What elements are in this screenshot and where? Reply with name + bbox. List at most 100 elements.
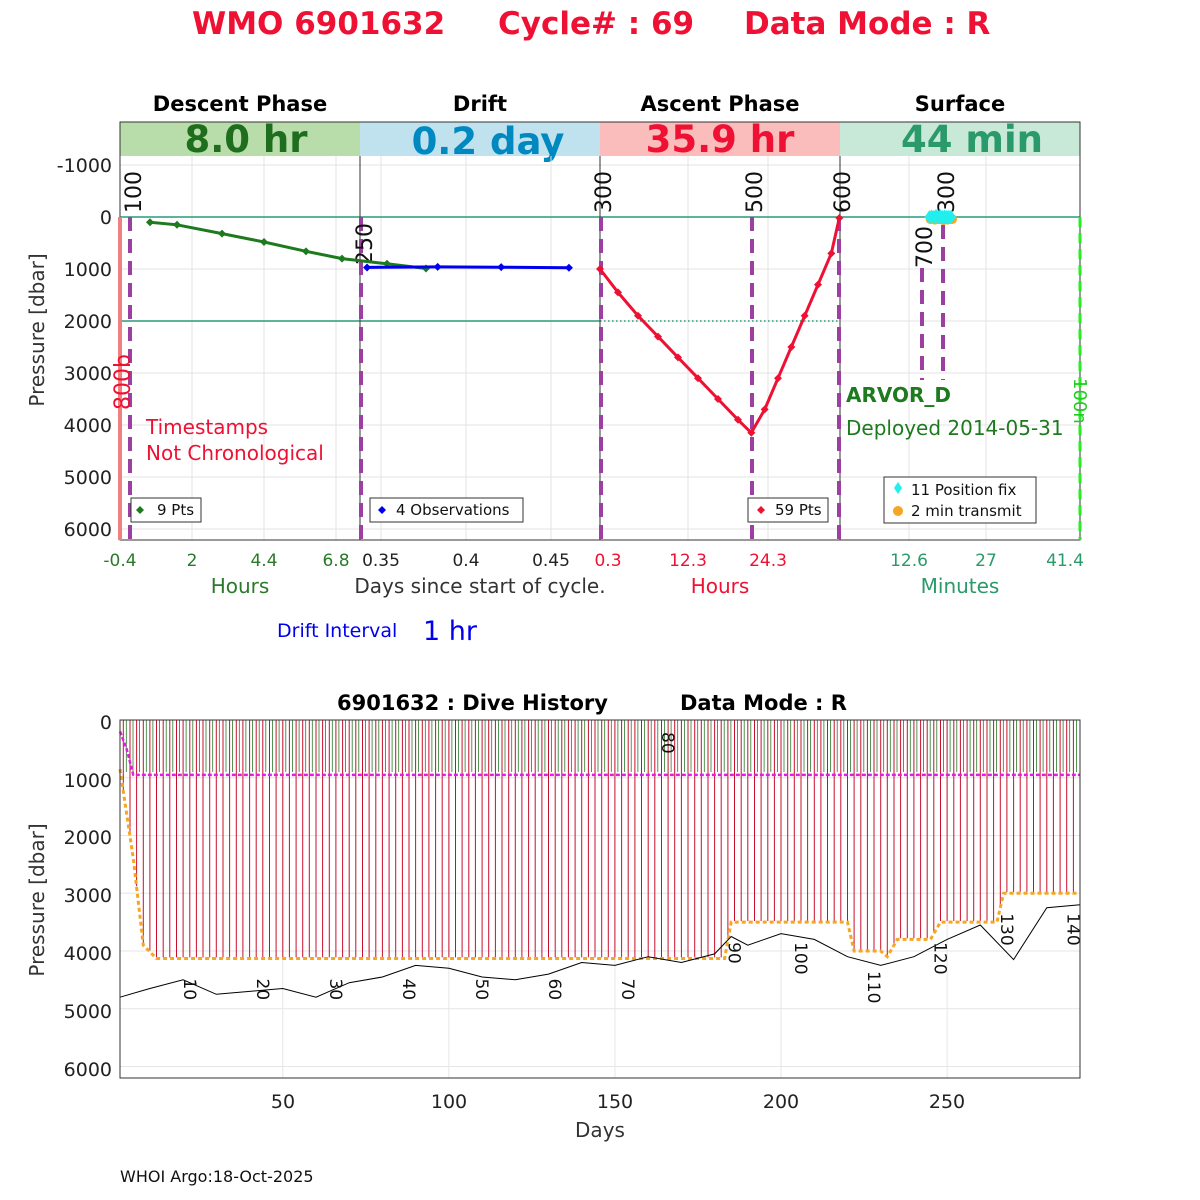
ascent-point	[760, 405, 769, 414]
descent-point	[146, 218, 154, 227]
ascent-point	[714, 395, 722, 403]
top-y-axis-label: Pressure [dbar]	[25, 253, 49, 406]
legend-ascent-text: 59 Pts	[775, 501, 822, 519]
xtick-label: 0.45	[532, 551, 570, 571]
legend-drift-text: 4 Observations	[396, 501, 510, 519]
phase-headers: Descent Phase Drift Ascent Phase Surface	[153, 92, 1005, 116]
xtick-label: 27	[975, 551, 997, 571]
bottom-title-mode: Data Mode : R	[680, 691, 847, 715]
ytick-label: 6000	[64, 1059, 112, 1081]
top-x-axis-labels: Hours Days since start of cycle. Hours M…	[211, 574, 1000, 598]
xtick-label: 0.3	[594, 551, 621, 571]
cycle-label: 40	[398, 978, 418, 1000]
xtick-label: 2	[187, 551, 198, 571]
cycle-label: 50	[471, 978, 491, 1000]
cycle-label: 90	[724, 942, 744, 964]
duration-surface: 44 min	[901, 118, 1043, 161]
cycle-label: 80	[657, 732, 677, 754]
cycle-lines	[122, 720, 1077, 958]
duration-bands: 8.0 hr 0.2 day 35.9 hr 44 min	[120, 118, 1080, 163]
band-surface	[840, 122, 1080, 156]
drift-line	[367, 265, 569, 270]
legend-marker	[136, 506, 144, 514]
legend-marker	[894, 482, 902, 494]
ytick-label: 2000	[64, 311, 112, 333]
legends: 9 Pts 4 Observations 59 Pts 11 Position …	[130, 476, 1037, 524]
ytick-label: 1000	[64, 770, 112, 792]
cycle-label: 60	[544, 978, 564, 1000]
annotations: Timestamps Not Chronological ARVOR_D Dep…	[145, 383, 1064, 465]
cycle-label: 110	[863, 971, 883, 1003]
deploy-date: Deployed 2014-05-31	[846, 416, 1064, 440]
xlabel-drift: Days since start of cycle.	[354, 574, 605, 598]
descent-point	[173, 220, 181, 229]
legend-descent: 9 Pts	[130, 497, 202, 523]
cycle-label: 100	[790, 942, 810, 974]
xtick-label: 41.4	[1046, 551, 1084, 571]
ytick-label: 4000	[64, 943, 112, 965]
surface-series	[924, 208, 957, 226]
cycle-label: 140	[1062, 913, 1082, 945]
marker-label: 100	[122, 171, 147, 213]
ytick-label: 0	[100, 207, 112, 229]
bottom-x-axis-label: Days	[575, 1118, 625, 1142]
legend-surface: 11 Position fix 2 min transmit	[883, 476, 1037, 524]
legend-marker	[378, 506, 386, 514]
xtick-label: 250	[929, 1091, 965, 1113]
bottom-series	[118, 731, 1081, 998]
timestamps-note-2: Not Chronological	[146, 441, 324, 465]
top-y-axis: -1000 0 1000 2000 3000 4000 5000 6000	[57, 155, 112, 541]
ytick-label: 6000	[64, 519, 112, 541]
marker-label: 250	[353, 223, 378, 265]
ascent-point	[827, 249, 836, 258]
marker-label: 800b	[111, 354, 136, 410]
cycle-label: 120	[929, 942, 949, 974]
descent-point	[218, 229, 226, 238]
xtick-label: 150	[597, 1091, 633, 1113]
left-red-bar	[118, 217, 122, 540]
ascent-point	[747, 428, 756, 437]
ytick-label: 1000	[64, 259, 112, 281]
drift-series	[363, 262, 573, 272]
bottom-x-axis: 50 100 150 200 250 Days	[271, 1091, 965, 1142]
float-type: ARVOR_D	[846, 383, 951, 407]
ascent-point	[787, 343, 796, 351]
xtick-label: 12.6	[890, 551, 928, 571]
duration-drift: 0.2 day	[412, 120, 565, 163]
band-descent	[120, 122, 360, 156]
xlabel-surface: Minutes	[921, 574, 1000, 598]
phase-header-surface: Surface	[915, 92, 1005, 116]
drift-point	[564, 263, 573, 272]
xtick-label: 12.3	[669, 551, 707, 571]
ytick-label: -1000	[57, 155, 112, 177]
title-mode: Data Mode : R	[744, 6, 991, 42]
title-wmo: WMO 6901632	[192, 6, 445, 42]
bottom-series-park-pressure	[118, 731, 1080, 777]
ascent-point	[800, 311, 809, 320]
cycle-label: 10	[179, 978, 199, 1000]
xlabel-descent: Hours	[211, 574, 270, 598]
ascent-point	[654, 332, 662, 341]
descent-point	[260, 237, 268, 246]
phase-header-drift: Drift	[453, 92, 507, 116]
ytick-label: 0	[100, 712, 112, 734]
descent-line	[149, 220, 427, 270]
drift-point	[433, 262, 442, 271]
bottom-y-axis-label: Pressure [dbar]	[25, 823, 49, 976]
ascent-line	[598, 217, 841, 436]
ascent-point	[694, 374, 702, 383]
descent-series	[146, 218, 430, 273]
bottom-series-profile-depth	[118, 768, 1080, 960]
bottom-y-axis: 0 1000 2000 3000 4000 5000 6000	[64, 712, 112, 1081]
ascent-point	[596, 265, 604, 273]
ytick-label: 3000	[64, 363, 112, 385]
bottom-series-bathymetry	[119, 904, 1081, 998]
bottom-title: 6901632 : Dive History Data Mode : R	[337, 691, 847, 715]
ascent-point	[674, 353, 682, 362]
ascent-point	[835, 214, 844, 223]
xtick-label: 24.3	[749, 551, 787, 571]
ytick-label: 4000	[64, 415, 112, 437]
descent-point	[338, 254, 346, 263]
marker-label: 300	[935, 171, 960, 213]
